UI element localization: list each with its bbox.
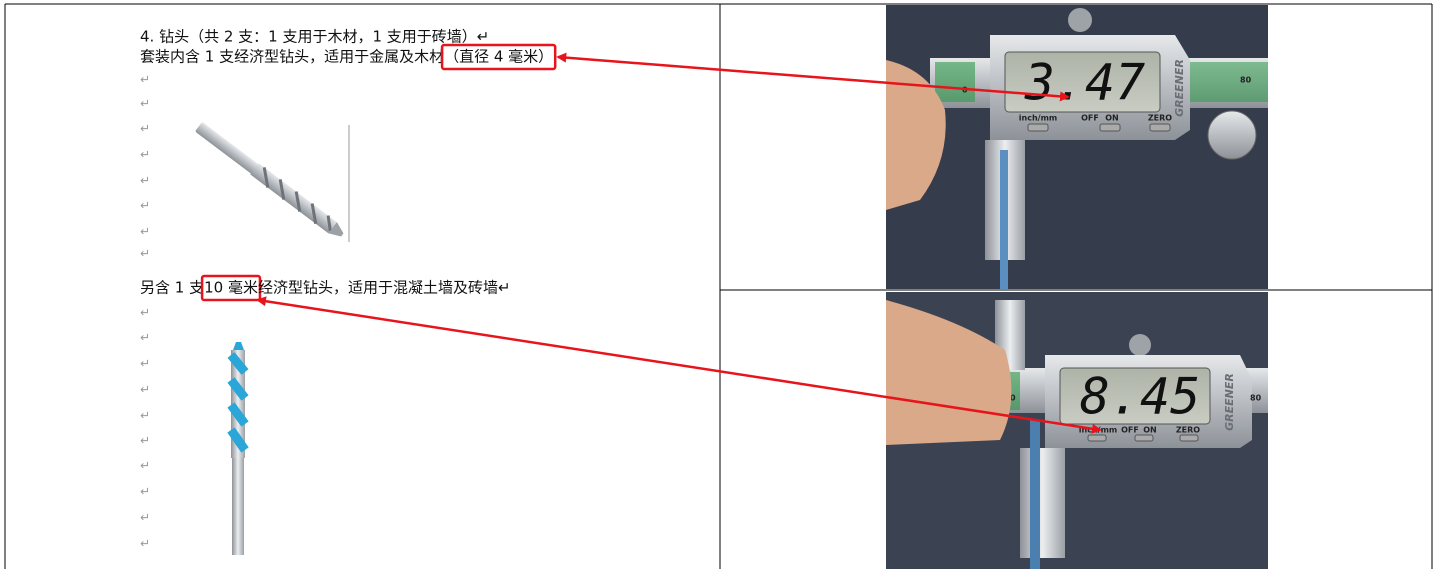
decoration <box>1000 150 1008 289</box>
decoration <box>1027 123 1049 132</box>
button-label: ZERO <box>1176 426 1200 435</box>
decoration <box>1149 123 1171 132</box>
paragraph-mark: ↵ <box>140 97 150 111</box>
paragraph-mark: ↵ <box>140 148 150 162</box>
decoration <box>935 62 975 102</box>
highlighted-text: （直径 4 毫米） <box>444 48 553 66</box>
paragraph-mark: ↵ <box>140 331 150 345</box>
button-label: ON <box>1143 426 1157 435</box>
decoration <box>1068 8 1092 32</box>
decoration <box>1134 434 1154 442</box>
highlight-box <box>200 274 262 302</box>
decoration <box>1207 110 1257 160</box>
brand-label: GREENER <box>1173 59 1186 117</box>
masonry-drill-image <box>227 342 249 555</box>
paragraph-mark: ↵ <box>140 511 150 525</box>
highlight-box <box>440 43 557 71</box>
decoration <box>233 342 244 350</box>
paragraph-mark: ↵ <box>140 383 150 397</box>
scale-label: 80 <box>1250 394 1262 403</box>
paragraph-mark: ↵ <box>140 247 150 261</box>
decoration <box>328 222 344 237</box>
paragraph-mark: ↵ <box>140 434 150 448</box>
decoration <box>262 167 332 232</box>
callout-arrow <box>556 52 1070 102</box>
body-text: 套装内含 1 支经济型钻头，适用于金属及木材 <box>140 48 444 66</box>
decoration <box>250 163 337 234</box>
paragraph-mark: ↵ <box>140 537 150 551</box>
item-title: 4. 钻头（共 2 支：1 支用于木材，1 支用于砖墙）↵ <box>140 28 489 46</box>
decoration <box>195 122 259 174</box>
decoration <box>1129 334 1151 356</box>
body-text: 另含 1 支 <box>140 279 204 297</box>
paragraph-mark: ↵ <box>140 225 150 239</box>
caliper-photo: 8.45 inch/mm OFF ON ZERO GREENER 0 80 <box>886 292 1268 569</box>
paragraph-mark: ↵ <box>140 459 150 473</box>
highlighted-text: 10 毫米 <box>204 279 258 297</box>
paragraph-mark: ↵ <box>140 485 150 499</box>
paragraph-mark: ↵ <box>140 73 150 87</box>
paragraph-mark: ↵ <box>140 199 150 213</box>
drill-bit-image <box>195 122 344 237</box>
decoration <box>1099 123 1121 132</box>
button-label: ON <box>1105 114 1119 123</box>
display-reading: 8.45 <box>1080 368 1200 426</box>
decoration <box>1180 62 1268 102</box>
button-label: inch/mm <box>1019 114 1057 123</box>
paragraph-mark: ↵ <box>140 122 150 136</box>
body-text: 经济型钻头，适用于混凝土墙及砖墙↵ <box>258 279 511 297</box>
paragraph-mark: ↵ <box>140 174 150 188</box>
button-label: ZERO <box>1148 114 1172 123</box>
paragraph-mark: ↵ <box>140 409 150 423</box>
decoration <box>227 352 249 453</box>
scale-label: 80 <box>1240 76 1252 85</box>
decoration <box>1087 434 1107 442</box>
paragraph-mark: ↵ <box>140 357 150 371</box>
caliper-photo: 3.47 inch/mm OFF ON ZERO GREENER 0 80 <box>886 5 1268 289</box>
decoration <box>232 455 244 555</box>
decoration <box>1020 448 1065 558</box>
button-label: OFF <box>1081 114 1099 123</box>
callout-arrow <box>255 296 1102 434</box>
display-reading: 3.47 <box>1024 54 1145 112</box>
brand-label: GREENER <box>1223 373 1236 431</box>
decoration <box>1179 434 1199 442</box>
decoration <box>1030 420 1040 569</box>
button-label: OFF <box>1121 426 1139 435</box>
paragraph-mark: ↵ <box>140 306 150 320</box>
